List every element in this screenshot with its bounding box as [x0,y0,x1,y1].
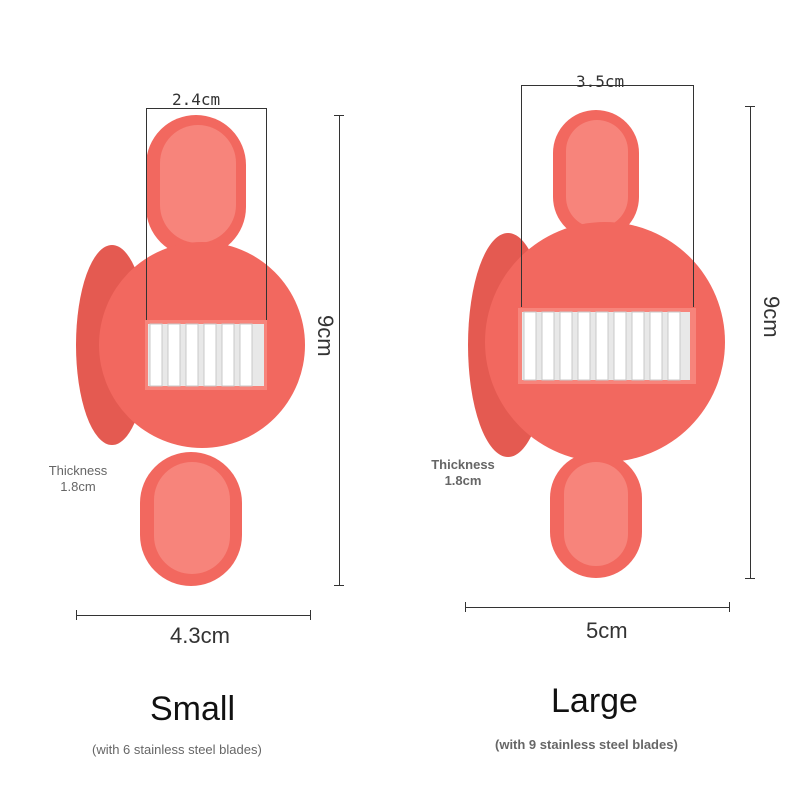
small-width-label: 4.3cm [170,623,230,648]
small-height-tick-top [334,115,344,116]
large-blade-window [518,308,696,384]
large-height-tick-top [745,106,755,107]
large-blade-width-label: 3.5cm [576,72,625,91]
small-thickness-value: 1.8cm [60,479,96,494]
large-width-label: 5cm [586,618,628,643]
small-blades-note: (with 6 stainless steel blades) [92,742,262,757]
small-bottom-ring [140,452,242,586]
large-bottom-ring [550,452,642,578]
large-size-title: Large [551,682,638,720]
large-width-dim-line [465,607,729,608]
small-height-dim-line [339,115,340,585]
large-thickness-title: Thickness [431,457,495,472]
large-blade-dim-left [521,85,522,307]
large-width-tick-left [465,602,466,612]
small-blade-width-label: 2.4cm [172,90,221,109]
small-blade-window [145,320,267,390]
large-top-ring [553,110,639,240]
large-blades-note: (with 9 stainless steel blades) [495,737,678,752]
large-width-tick-right [729,602,730,612]
large-thickness-label: Thickness 1.8cm [424,457,502,489]
large-blade-dim-line [521,85,693,86]
small-height-tick-bottom [334,585,344,586]
small-thickness-title: Thickness [48,463,108,478]
large-blade-dim-right [693,85,694,307]
small-blade-dim-right [266,108,267,320]
small-thickness-label: Thickness 1.8cm [40,463,116,495]
large-thickness-value: 1.8cm [444,473,482,488]
small-width-tick-right [310,610,311,620]
small-width-tick-left [76,610,77,620]
large-height-tick-bottom [745,578,755,579]
small-blade-dim-left [146,108,147,320]
small-blade-dim-line [146,108,266,109]
large-height-label: 9cm [759,296,784,338]
small-size-title: Small [150,690,236,728]
small-height-label: 9cm [313,315,338,357]
small-top-ring [146,115,246,257]
small-width-dim-line [76,615,310,616]
large-height-dim-line [750,106,751,578]
